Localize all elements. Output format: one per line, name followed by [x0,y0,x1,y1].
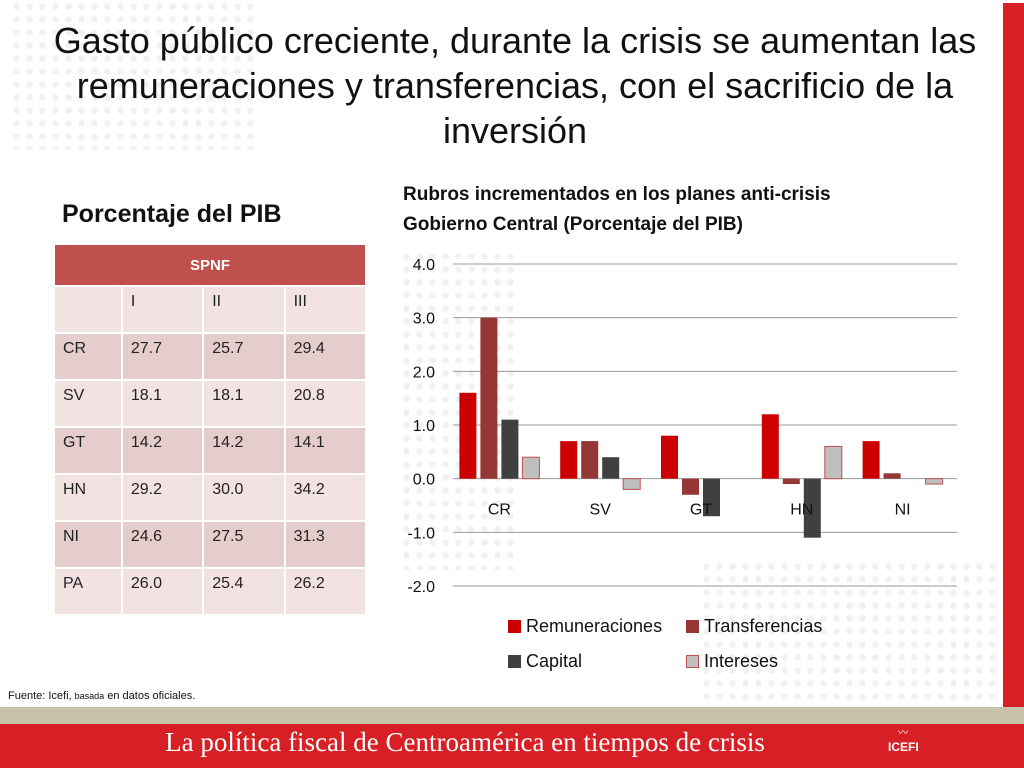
legend-swatch [686,655,699,668]
table-cell: 14.2 [122,428,203,473]
source-suffix: en datos oficiales. [104,690,196,702]
y-tick-label: 0.0 [413,472,435,489]
bar-transferencias-ni [883,473,901,479]
column-header: II [204,287,284,332]
legend-swatch [508,655,521,668]
bar-remuneraciones-sv [560,441,578,479]
table-cell: 14.1 [285,428,365,473]
footer-grey-band [0,707,1024,724]
table-cell: 31.3 [285,522,365,567]
table-cell: 20.8 [285,381,365,426]
table-cell: 29.2 [122,475,203,520]
bar-intereses-cr [521,456,540,480]
y-tick-label: -2.0 [407,579,435,596]
y-tick-label: 2.0 [413,364,435,381]
bar-intereses-sv [622,478,641,490]
source-small: basada [74,691,105,701]
chart-title-line1: Rubros incrementados en los planes anti-… [403,184,831,205]
y-tick-label: 3.0 [413,311,435,328]
bar-capital-gt [703,478,720,517]
bar-intereses-hn [824,445,843,480]
x-tick-label: HN [790,502,813,519]
row-label: GT [55,428,121,473]
table-cell: 26.0 [122,569,203,614]
row-label: PA [55,569,121,614]
table-cell: 26.2 [285,569,365,614]
y-tick-label: -1.0 [407,525,435,542]
legend-item-remuneraciones: Remuneraciones [508,616,662,637]
x-tick-label: CR [488,502,511,519]
bar-transferencias-cr [480,317,498,479]
footer-title: La política fiscal de Centroamérica en t… [165,727,765,757]
legend-label: Transferencias [704,616,823,636]
table-cell: 34.2 [285,475,365,520]
table-row: HN 29.2 30.0 34.2 [55,475,365,520]
icefi-logo: 〰 ICEFI [888,728,919,762]
legend-swatch [686,620,699,633]
legend-label: Remuneraciones [526,616,663,636]
bar-transferencias-sv [581,441,599,479]
table-row: SV 18.1 18.1 20.8 [55,381,365,426]
bar-remuneraciones-cr [459,392,477,479]
table-row: PA 26.0 25.4 26.2 [55,569,365,614]
legend-item-capital: Capital [508,651,582,672]
table-cell: 27.5 [204,522,284,567]
bar-chart: 4.0 3.0 2.0 1.0 0.0 -1.0 -2.0 CR SV GT HN NI [407,257,957,596]
table-row: NI 24.6 27.5 31.3 [55,522,365,567]
legend-item-transferencias: Transferencias [686,616,822,637]
spnf-table: SPNF I II III CR 27.7 25.7 29.4 SV 18.1 … [53,243,367,616]
table-cell: 24.6 [122,522,203,567]
column-header: III [285,287,365,332]
bar-transferencias-hn [782,478,800,485]
bar-capital-sv [602,457,620,479]
row-label: CR [55,334,121,379]
legend-swatch [508,620,521,633]
table-row: GT 14.2 14.2 14.1 [55,428,365,473]
background-dots [10,0,260,150]
table-cell: 18.1 [122,381,203,426]
bar-capital-cr [501,419,519,479]
y-tick-label: 1.0 [413,418,435,435]
table-cell: 18.1 [204,381,284,426]
column-header: I [122,287,203,332]
table-row: CR 27.7 25.7 29.4 [55,334,365,379]
bar-remuneraciones-ni [862,441,880,479]
table-cell: 29.4 [285,334,365,379]
footer-red-band [0,724,1024,768]
column-header [55,287,121,332]
table-header-spnf: SPNF [55,245,365,285]
brand-side-bar [1003,3,1024,707]
x-tick-label: NI [895,502,911,519]
chart-title: Rubros incrementados en los planes anti-… [403,180,831,240]
row-label: SV [55,381,121,426]
slide-title: Gasto público creciente, durante la cris… [53,20,977,151]
y-tick-label: 4.0 [413,257,435,274]
legend-item-intereses: Intereses [686,651,778,672]
table-column-header-row: I II III [55,287,365,332]
row-label: HN [55,475,121,520]
table-cell: 14.2 [204,428,284,473]
bar-remuneraciones-gt [661,435,678,479]
source-note: Fuente: Icefi, basada en datos oficiales… [8,690,195,702]
row-label: NI [55,522,121,567]
source-prefix: Fuente: Icefi, [8,690,75,702]
legend-label: Capital [526,651,583,671]
background-dots [700,560,1000,700]
legend-label: Intereses [704,651,779,671]
table-cell: 30.0 [204,475,284,520]
bar-remuneraciones-hn [761,414,779,479]
logo-text: ICEFI [888,740,919,754]
table-heading: Porcentaje del PIB [62,200,282,228]
chart-title-line2: Gobierno Central (Porcentaje del PIB) [403,214,743,235]
x-tick-label: SV [590,502,612,519]
table-cell: 27.7 [122,334,203,379]
chart-line-icon: 〰 [898,728,908,739]
table-cell: 25.7 [204,334,284,379]
bar-transferencias-gt [682,478,699,495]
x-tick-label: GT [690,502,712,519]
bar-intereses-ni [925,478,944,485]
bar-capital-hn [803,478,821,538]
table-cell: 25.4 [204,569,284,614]
